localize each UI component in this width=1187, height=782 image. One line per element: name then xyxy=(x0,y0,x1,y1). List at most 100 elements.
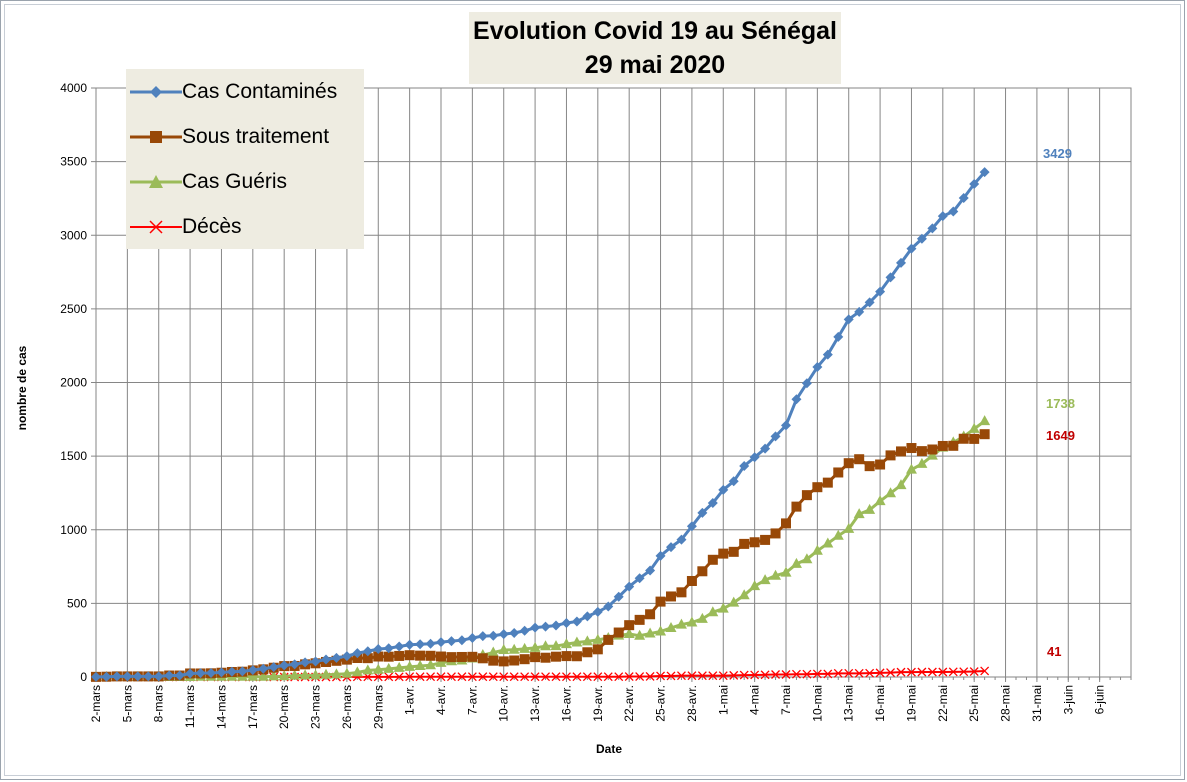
data-point xyxy=(728,596,740,607)
x-axis-ticks: 2-mars 5-mars 8-mars 11-mars 14-mars 17-mars 2… xyxy=(89,685,1107,729)
data-point xyxy=(666,591,676,602)
data-point xyxy=(979,429,990,440)
data-point xyxy=(519,654,530,665)
data-point xyxy=(864,461,875,472)
data-point xyxy=(362,664,374,675)
data-point xyxy=(812,362,823,373)
data-point xyxy=(729,670,739,680)
data-point xyxy=(843,314,854,325)
data-point xyxy=(561,651,572,662)
data-point xyxy=(886,668,896,678)
data-point xyxy=(623,628,635,639)
data-point xyxy=(875,286,886,297)
data-point xyxy=(864,297,875,308)
series-layer xyxy=(90,167,991,682)
data-point xyxy=(614,672,624,682)
y-tick-label: 500 xyxy=(67,596,87,610)
data-point xyxy=(499,672,509,682)
data-point xyxy=(749,452,760,463)
data-point xyxy=(383,651,394,662)
data-point xyxy=(948,206,959,217)
data-point xyxy=(414,659,426,670)
data-point xyxy=(132,671,143,682)
y-tick-label: 3000 xyxy=(60,228,87,242)
data-point xyxy=(790,557,802,568)
data-point xyxy=(791,501,802,512)
data-point xyxy=(446,672,456,682)
data-point xyxy=(487,646,499,657)
data-point xyxy=(425,638,436,649)
data-point xyxy=(560,638,572,649)
chart-area-border xyxy=(4,4,1181,776)
data-point xyxy=(708,671,718,681)
data-point xyxy=(477,653,488,664)
data-point xyxy=(645,609,656,620)
data-point xyxy=(959,667,969,677)
data-point xyxy=(268,670,280,681)
data-point xyxy=(624,581,635,592)
data-point xyxy=(467,651,478,662)
end-value-label: 3429 xyxy=(1043,146,1072,161)
data-point xyxy=(812,482,823,493)
data-point xyxy=(696,612,708,623)
data-point xyxy=(843,522,855,533)
data-point xyxy=(666,671,676,681)
data-point xyxy=(780,566,792,577)
data-point xyxy=(686,616,698,627)
data-point xyxy=(436,637,446,648)
data-point xyxy=(854,306,865,317)
data-point xyxy=(571,651,582,662)
data-point xyxy=(581,635,593,646)
data-point xyxy=(603,672,613,682)
data-point xyxy=(394,650,405,661)
data-point xyxy=(247,670,259,681)
x-tick-label: 6-juin xyxy=(1093,685,1107,714)
data-point xyxy=(926,449,938,460)
data-point xyxy=(592,633,604,644)
x-tick-label: 31-mai xyxy=(1030,685,1044,722)
x-tick-label: 14-mars xyxy=(214,685,228,729)
data-point xyxy=(655,596,666,607)
data-point xyxy=(530,652,541,663)
data-point xyxy=(801,378,812,389)
data-point xyxy=(938,667,948,677)
x-tick-label: 10-avr. xyxy=(497,685,511,722)
series-0 xyxy=(91,167,990,682)
data-point xyxy=(592,606,603,617)
data-point xyxy=(593,672,603,682)
data-point xyxy=(895,479,907,490)
data-point xyxy=(843,458,854,469)
data-point xyxy=(425,659,437,670)
x-tick-label: 29-mars xyxy=(371,685,385,729)
data-point xyxy=(771,670,781,679)
data-point xyxy=(456,651,467,662)
data-point xyxy=(937,440,948,451)
x-tick-label: 19-mai xyxy=(904,685,918,722)
x-tick-label: 25-mai xyxy=(967,685,981,722)
data-point xyxy=(247,665,258,676)
data-point xyxy=(111,671,122,682)
data-point xyxy=(811,544,823,555)
x-tick-label: 3-juin xyxy=(1061,685,1075,714)
data-point xyxy=(885,450,896,461)
data-point xyxy=(477,631,488,642)
data-point xyxy=(854,454,865,465)
data-point xyxy=(885,487,897,498)
legend-label: Décès xyxy=(182,215,242,238)
data-point xyxy=(624,672,634,682)
data-point xyxy=(969,667,979,677)
y-tick-label: 0 xyxy=(80,670,87,684)
data-point xyxy=(520,672,530,682)
legend-marker-triangle xyxy=(130,175,182,188)
data-point xyxy=(728,476,739,487)
data-point xyxy=(979,167,990,178)
legend-item-cas-contamines: Cas Contaminés xyxy=(126,77,364,107)
data-point xyxy=(603,601,614,612)
data-point xyxy=(164,670,175,681)
x-tick-label: 13-mai xyxy=(842,685,856,722)
chart-title-line-2: 29 mai 2020 xyxy=(584,51,726,79)
data-point xyxy=(676,671,686,681)
data-point xyxy=(362,653,373,664)
data-point xyxy=(488,672,498,682)
data-point xyxy=(478,672,488,682)
